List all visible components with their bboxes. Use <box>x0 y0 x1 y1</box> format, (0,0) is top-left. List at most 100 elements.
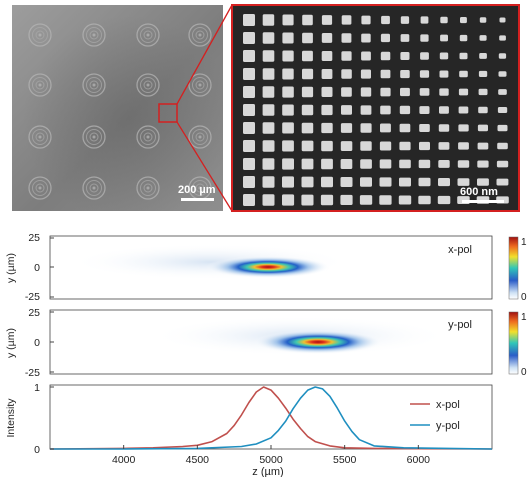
nanopillar <box>302 68 314 80</box>
nanopillar <box>438 178 450 187</box>
nanopillar <box>399 105 411 115</box>
nanopillar <box>340 177 353 187</box>
metalens-ring <box>82 125 106 149</box>
nanopillar <box>438 160 450 168</box>
nanopillar <box>440 34 448 42</box>
nanopillar <box>440 16 448 24</box>
y-tick-25: 25 <box>28 307 40 319</box>
nanopillar <box>439 106 449 114</box>
nanopillar <box>419 124 430 132</box>
nanopillar <box>477 124 488 132</box>
nanopillar <box>243 50 255 62</box>
nanopillar <box>321 15 333 25</box>
nanopillar <box>477 142 489 150</box>
nanopillar <box>282 50 294 62</box>
nanopillar <box>301 176 314 188</box>
x-ticks: 4000 4500 5000 5500 6000 <box>112 445 430 466</box>
nanopillar <box>262 14 275 26</box>
nanopillar <box>301 86 314 98</box>
y-tick-25: 25 <box>28 232 40 244</box>
nanopillar <box>458 142 469 150</box>
nanopillar <box>380 33 390 43</box>
nanopillar <box>340 141 353 151</box>
nanopillar <box>282 158 294 170</box>
nanopillar <box>419 70 430 78</box>
nanopillar <box>262 140 275 152</box>
nanopillar <box>458 88 469 96</box>
heatmap-xpol: x-pol 25 0 -25 y (µm) 1 0 <box>5 232 527 303</box>
nanopillar <box>380 123 391 133</box>
metalens-ring <box>136 23 160 47</box>
nanopillar <box>479 35 487 41</box>
nanopillar <box>379 159 392 169</box>
nanopillar <box>341 33 352 43</box>
nanopillar <box>302 32 313 44</box>
nanopillar <box>341 105 352 115</box>
legend-label-xpol: x-pol <box>436 399 460 411</box>
nanopillar <box>360 105 372 115</box>
nanopillar <box>379 141 392 151</box>
focal-spot-xpol <box>206 256 330 278</box>
nanopillar <box>361 51 371 61</box>
metalens-ring <box>28 73 52 97</box>
metalens-ring <box>136 125 160 149</box>
series-line-y-pol <box>50 386 493 450</box>
nanopillar <box>243 86 255 98</box>
nanopillar <box>459 70 468 78</box>
nanopillar <box>478 88 488 96</box>
zoom-connector-bottom <box>176 121 233 212</box>
x-tick-label: 4000 <box>112 454 136 466</box>
nanopillar <box>340 159 353 169</box>
metalens-ring <box>188 125 212 149</box>
y-tick-0: 0 <box>34 337 40 349</box>
nanopillar <box>301 158 314 170</box>
nanopillar <box>380 87 391 97</box>
zoom-connector-top <box>176 4 233 105</box>
x-tick-label: 5000 <box>259 454 283 466</box>
nanopillar <box>478 106 488 114</box>
nanopillar <box>400 87 410 97</box>
micrograph-scale-label: 200 µm <box>178 184 216 196</box>
colorbar <box>508 311 519 375</box>
nanopillar <box>302 14 313 26</box>
y-tick-neg25: -25 <box>25 291 40 303</box>
nanopillar <box>262 50 275 62</box>
nanopillar <box>282 140 294 152</box>
nanopillar <box>341 51 352 61</box>
nanopillar <box>379 195 392 205</box>
y-ticks: 01 <box>34 382 54 456</box>
zoom-region-box <box>158 103 178 123</box>
nanopillar <box>282 86 294 98</box>
nanopillar <box>243 14 255 26</box>
nanopillar <box>262 194 275 206</box>
nanopillar <box>301 104 314 116</box>
nanopillar <box>400 16 410 24</box>
nanopillar <box>398 195 412 205</box>
nanopillar <box>282 68 294 80</box>
nanopillar <box>321 33 333 43</box>
metalens-ring <box>28 23 52 47</box>
nanopillar <box>437 195 451 205</box>
legend: x-pol y-pol <box>410 399 460 432</box>
nanopillar <box>400 52 410 60</box>
nanopillar <box>439 70 449 78</box>
nanopillar <box>340 194 353 205</box>
nanopillar <box>477 160 489 168</box>
nanopillar <box>243 104 255 116</box>
nanopillar <box>360 123 372 133</box>
metalens-ring <box>136 176 160 200</box>
nanopillar <box>477 178 489 186</box>
nanopillar <box>498 53 507 59</box>
nanopillar <box>420 34 429 42</box>
nanopillar <box>497 107 508 113</box>
nanopillar <box>321 158 333 170</box>
nanopillar <box>496 160 509 168</box>
nanopillar <box>498 71 507 77</box>
nanopillar <box>459 52 468 60</box>
nanopillar <box>360 87 372 97</box>
nanopillar <box>341 87 352 97</box>
colorbar <box>508 236 519 300</box>
nanopillar <box>479 17 487 23</box>
nanopillar <box>420 52 429 60</box>
